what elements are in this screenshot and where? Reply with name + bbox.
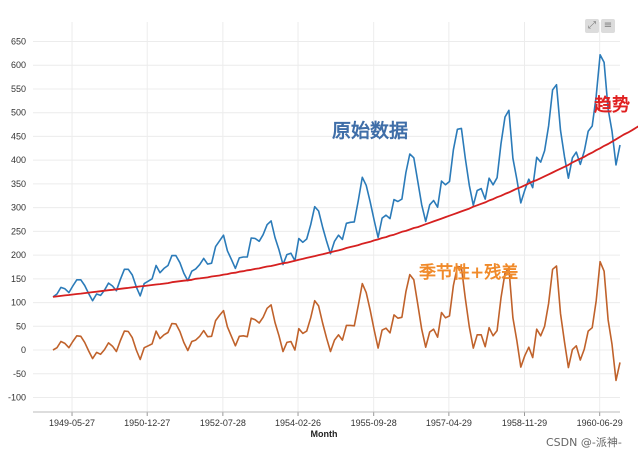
watermark: CSDN @-派神- <box>546 435 622 449</box>
expand-icon: ⤢ <box>588 20 596 31</box>
y-tick-label: 300 <box>11 203 26 213</box>
x-tick-label: 1958-11-29 <box>502 418 547 428</box>
x-tick-label: 1954-02-26 <box>275 418 321 428</box>
y-tick-label: -100 <box>8 393 26 403</box>
y-tick-label: 150 <box>11 274 26 284</box>
y-tick-label: 0 <box>21 345 26 355</box>
annotation-original: 原始数据 <box>332 119 408 142</box>
x-tick-label: 1957-04-29 <box>426 418 472 428</box>
x-tick-label: 1952-07-28 <box>200 418 246 428</box>
y-tick-label: 650 <box>11 36 26 46</box>
y-tick-label: 200 <box>11 250 26 260</box>
x-axis-title: Month <box>311 429 338 439</box>
y-tick-label: 250 <box>11 226 26 236</box>
menu-button[interactable]: ≡ <box>601 19 615 33</box>
x-axis-ticks: 1949-05-27 1950-12-27 1952-07-28 1954-02-26… <box>49 412 623 428</box>
menu-icon: ≡ <box>603 20 613 31</box>
y-tick-label: 350 <box>11 179 26 189</box>
y-tick-label: 100 <box>11 298 26 308</box>
y-axis-ticks: -100 -50 0 50 100 150 200 250 300 350 400 450 500 550… <box>8 36 26 402</box>
y-tick-label: -50 <box>13 369 26 379</box>
y-tick-label: 600 <box>11 60 26 70</box>
annotation-trend: 趋势 <box>594 94 630 116</box>
y-tick-label: 500 <box>11 108 26 118</box>
series-group <box>52 53 638 382</box>
y-tick-label: 50 <box>16 321 26 331</box>
series-original-line <box>52 53 621 302</box>
x-tick-label: 1950-12-27 <box>124 418 170 428</box>
y-tick-label: 450 <box>11 131 26 141</box>
x-tick-label: 1955-09-28 <box>351 418 397 428</box>
expand-button[interactable]: ⤢ <box>585 19 599 33</box>
x-tick-label: 1949-05-27 <box>49 418 95 428</box>
x-tick-label: 1960-06-29 <box>577 418 623 428</box>
y-tick-label: 550 <box>11 84 26 94</box>
series-seasonal-residual-line <box>52 260 621 382</box>
series-trend-line <box>52 125 638 298</box>
annotation-seasonal: 季节性+残差 <box>419 262 518 283</box>
grid <box>33 22 620 412</box>
y-tick-label: 400 <box>11 155 26 165</box>
